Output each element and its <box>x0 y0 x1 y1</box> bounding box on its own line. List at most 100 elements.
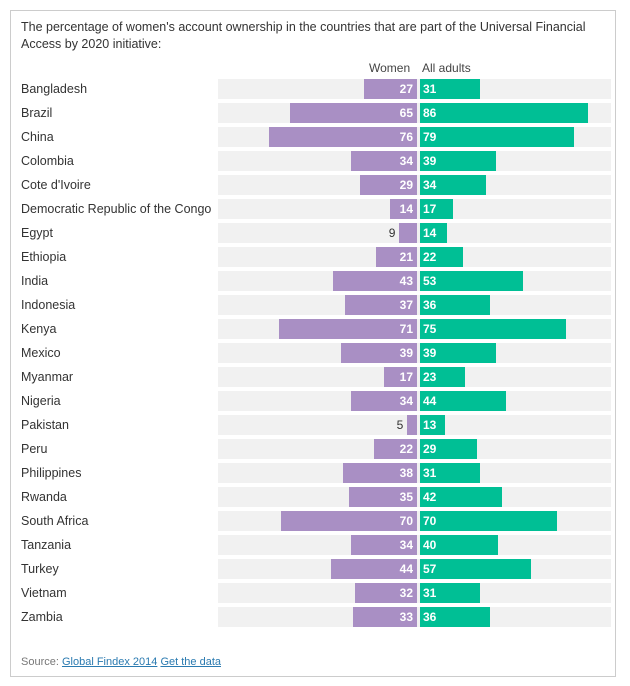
country-label: Zambia <box>21 610 63 624</box>
bar-all-adults <box>420 79 481 99</box>
country-label: Peru <box>21 442 48 456</box>
country-label: Brazil <box>21 106 53 120</box>
country-label: China <box>21 130 54 144</box>
value-all-adults: 31 <box>423 586 437 600</box>
legend-women: Women <box>369 61 411 75</box>
value-women: 9 <box>388 226 396 240</box>
country-label: India <box>21 274 49 288</box>
value-women: 14 <box>399 202 413 216</box>
table-row: Democratic Republic of the Congo 14 17 <box>11 199 617 219</box>
value-all-adults: 31 <box>423 82 437 96</box>
bar-women <box>352 607 417 627</box>
country-label: Turkey <box>21 562 59 576</box>
value-women: 32 <box>399 586 413 600</box>
bar-women <box>407 415 417 435</box>
value-women: 22 <box>399 442 413 456</box>
bar-all-adults <box>420 559 532 579</box>
bar-all-adults <box>420 439 477 459</box>
table-row: Indonesia 37 36 <box>11 295 617 315</box>
value-all-adults: 70 <box>423 514 437 528</box>
value-all-adults: 36 <box>423 610 437 624</box>
table-row: Zambia 33 36 <box>11 607 617 627</box>
bar-all-adults <box>420 151 497 171</box>
country-label: Cote d'Ivoire <box>21 178 91 192</box>
value-women: 43 <box>399 274 413 288</box>
global-findex-link[interactable]: Global Findex 2014 <box>61 656 158 668</box>
country-label: Ethiopia <box>21 250 67 264</box>
table-row: Bangladesh 27 31 <box>11 79 617 99</box>
bar-women <box>348 487 417 507</box>
value-women: 65 <box>399 106 413 120</box>
value-all-adults: 44 <box>423 394 437 408</box>
value-women: 76 <box>399 130 413 144</box>
bar-women <box>333 271 417 291</box>
country-label: Indonesia <box>21 298 76 312</box>
value-all-adults: 53 <box>423 274 437 288</box>
bar-all-adults <box>420 391 506 411</box>
country-label: Nigeria <box>21 394 61 408</box>
country-label: Myanmar <box>21 370 74 384</box>
country-label: Democratic Republic of the Congo <box>21 202 212 216</box>
table-row: Myanmar 17 23 <box>11 367 617 387</box>
value-all-adults: 75 <box>423 322 437 336</box>
country-label: Pakistan <box>21 418 69 432</box>
bar-all-adults <box>420 271 524 291</box>
value-all-adults: 36 <box>423 298 437 312</box>
bar-women <box>268 127 417 147</box>
value-all-adults: 34 <box>423 178 437 192</box>
country-label: Bangladesh <box>21 82 88 96</box>
table-row: India 43 53 <box>11 271 617 291</box>
value-women: 33 <box>399 610 413 624</box>
bar-all-adults <box>420 487 502 507</box>
country-label: Mexico <box>21 346 61 360</box>
bar-women <box>360 175 417 195</box>
bar-women <box>278 319 417 339</box>
table-row: Rwanda 35 42 <box>11 487 617 507</box>
bar-all-adults <box>420 127 575 147</box>
value-all-adults: 79 <box>423 130 437 144</box>
table-row: Kenya 71 75 <box>11 319 617 339</box>
value-all-adults: 29 <box>423 442 437 456</box>
table-row: Egypt 9 14 <box>11 223 617 243</box>
bar-all-adults <box>420 583 481 603</box>
bar-women <box>280 511 417 531</box>
value-all-adults: 42 <box>423 490 437 504</box>
value-women: 38 <box>399 466 413 480</box>
value-all-adults: 23 <box>423 370 437 384</box>
value-women: 21 <box>399 250 413 264</box>
value-women: 70 <box>399 514 413 528</box>
table-row: Ethiopia 21 22 <box>11 247 617 267</box>
value-all-adults: 13 <box>423 418 437 432</box>
table-row: Vietnam 32 31 <box>11 583 617 603</box>
value-women: 37 <box>399 298 413 312</box>
value-all-adults: 57 <box>423 562 437 576</box>
country-label: South Africa <box>21 514 89 528</box>
table-row: Mexico 39 39 <box>11 343 617 363</box>
value-all-adults: 86 <box>423 106 437 120</box>
value-all-adults: 40 <box>423 538 437 552</box>
value-women: 27 <box>399 82 413 96</box>
bar-all-adults <box>420 295 491 315</box>
value-women: 34 <box>399 154 413 168</box>
bar-all-adults <box>420 319 567 339</box>
table-row: Philippines 38 31 <box>11 463 617 483</box>
country-label: Philippines <box>21 466 82 480</box>
table-row: China 76 79 <box>11 127 617 147</box>
bar-women <box>399 223 417 243</box>
value-women: 44 <box>399 562 413 576</box>
table-row: South Africa 70 70 <box>11 511 617 531</box>
value-women: 34 <box>399 394 413 408</box>
bar-women <box>354 583 417 603</box>
get-data-link[interactable]: Get the data <box>160 656 221 668</box>
value-women: 71 <box>399 322 413 336</box>
legend-all-adults: All adults <box>422 61 471 75</box>
country-label: Vietnam <box>21 586 67 600</box>
bar-women <box>389 199 417 219</box>
value-all-adults: 22 <box>423 250 437 264</box>
country-label: Rwanda <box>21 490 67 504</box>
bar-all-adults <box>420 535 498 555</box>
value-all-adults: 39 <box>423 346 437 360</box>
bar-all-adults <box>420 247 463 267</box>
bar-women <box>350 535 417 555</box>
country-label: Tanzania <box>21 538 72 552</box>
